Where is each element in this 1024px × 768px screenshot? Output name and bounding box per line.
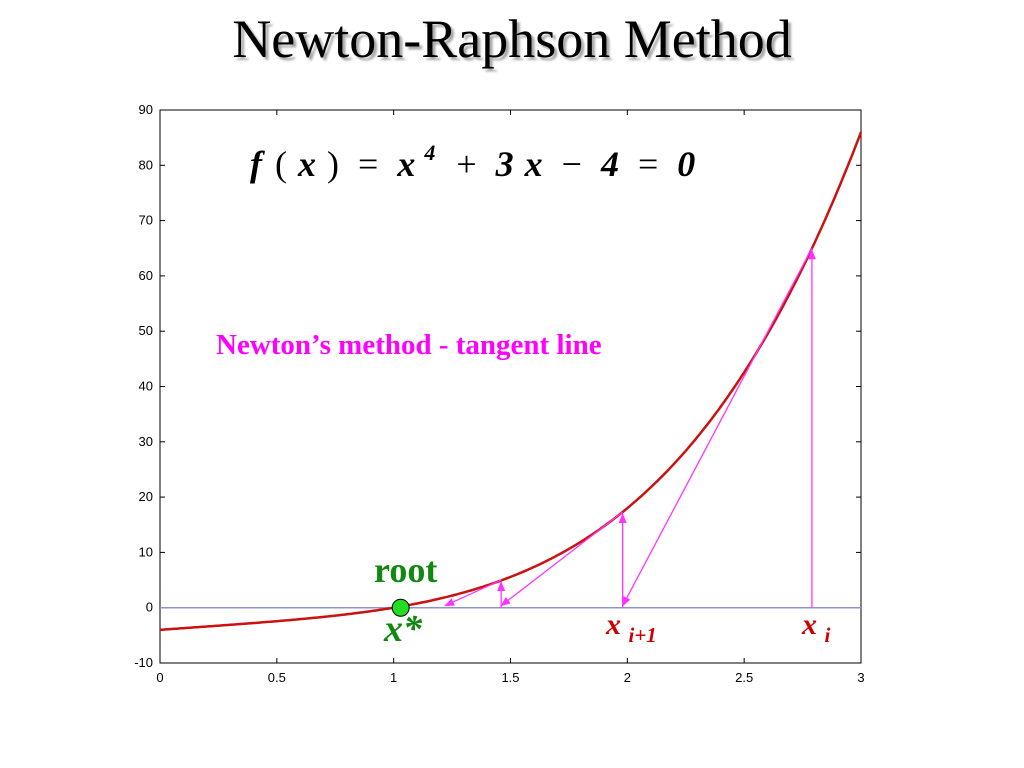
y-tick-label: 20 [139, 489, 153, 504]
x-tick-label: 1 [390, 670, 397, 685]
tangent-line [622, 247, 813, 607]
eq-plus: + [456, 144, 476, 184]
eq-equals2: = [638, 144, 658, 184]
tangent-line [444, 579, 502, 607]
xstar-label: x* [383, 608, 423, 650]
slide-title: Newton-Raphson Method [232, 9, 792, 69]
eq-equals: = [358, 144, 378, 184]
y-tick-label: -10 [134, 655, 153, 670]
eq-rparen: ) [327, 144, 339, 184]
method-label: Newton’s method - tangent line [216, 329, 602, 361]
equation: f ( x ) = x 4 + 3 x − 4 = 0 [250, 128, 695, 184]
eq-x3: x [524, 144, 543, 184]
xi-label: x i [801, 608, 831, 647]
eq-exponent: 4 [423, 140, 435, 165]
y-tick-label: 40 [139, 379, 153, 394]
y-tick-label: 80 [139, 157, 153, 172]
xi-base: x [801, 608, 817, 641]
eq-minus: − [562, 144, 582, 184]
xi-sub: i [825, 623, 831, 647]
y-tick-label: 70 [139, 213, 153, 228]
y-tick-label: 30 [139, 434, 153, 449]
eq-x2: x [396, 144, 415, 184]
y-tick-label: 90 [139, 102, 153, 117]
y-tick-label: 0 [146, 600, 153, 615]
eq-four: 4 [600, 144, 619, 184]
x-tick-label: 0.5 [268, 670, 286, 685]
x-tick-label: 2.5 [735, 670, 753, 685]
eq-zero: 0 [677, 144, 695, 184]
eq-x: x [297, 144, 316, 184]
y-tick-label: 50 [139, 323, 153, 338]
eq-f: f [250, 144, 265, 184]
tangent-lines [444, 247, 816, 608]
x-tick-label: 1.5 [501, 670, 519, 685]
plot-frame [159, 109, 862, 664]
eq-lparen: ( [275, 144, 287, 184]
xi1-label: x i+1 [605, 608, 657, 647]
x-tick-label: 2 [624, 670, 631, 685]
root-marker [391, 598, 410, 617]
tangent-line [500, 511, 624, 607]
x-tick-label: 0 [156, 670, 163, 685]
y-tick-label: 10 [139, 544, 153, 559]
function-curve [159, 131, 863, 632]
y-tick-label: 60 [139, 268, 153, 283]
xi1-sub: i+1 [629, 623, 657, 647]
xi1-base: x [605, 608, 621, 641]
root-label: root [374, 550, 437, 590]
x-tick-label: 3 [857, 670, 864, 685]
eq-three: 3 [495, 144, 514, 184]
